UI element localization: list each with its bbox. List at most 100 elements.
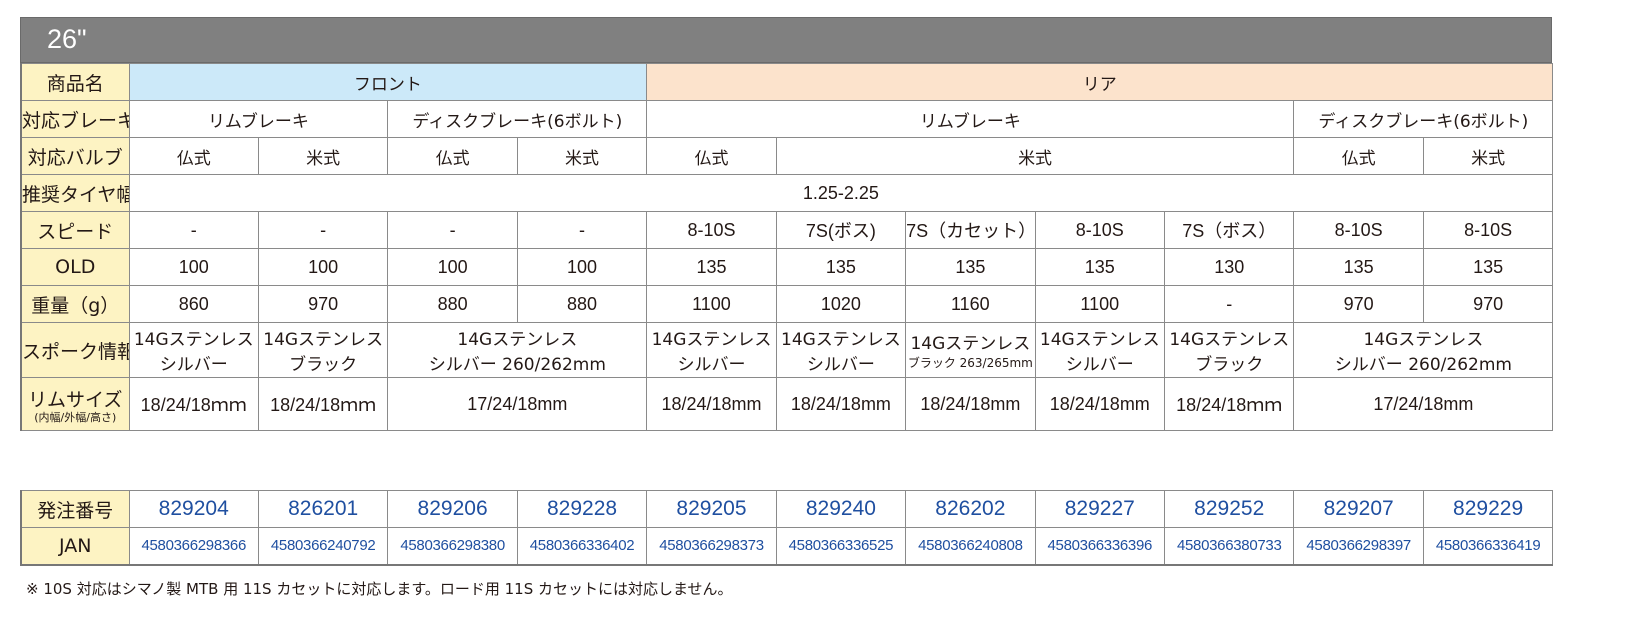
row-spoke: スポーク情報 14Gステンレス シルバー 14Gステンレス ブラック 14Gステンレ… [20,322,1554,378]
valve-cell: 仏式 [1293,137,1424,175]
label-rim-text: リムサイズ [28,388,123,411]
order-number: 829207 [1293,490,1424,528]
spec-table: 商品名 フロント リア 対応ブレーキ リムブレーキ ディスクブレーキ(6ボルト)… [20,63,1554,431]
valve-cell: 米式 [775,137,1295,175]
weight-cell: 970 [1293,285,1424,323]
valve-cell: 米式 [257,137,389,175]
rim-cell: 18/24/18mm [905,377,1036,431]
jan-code: 4580366298397 [1293,527,1424,565]
old-cell: 135 [905,248,1036,286]
weight-cell: 1100 [1034,285,1166,323]
speed-cell: - [387,211,518,249]
spoke-cell: 14Gステンレス シルバー [646,322,777,378]
label-valve: 対応バルブ [20,137,130,175]
order-number: 829227 [1034,490,1166,528]
jan-code: 4580366380733 [1163,527,1295,565]
rim-cell: 17/24/18mm [1293,377,1554,431]
old-cell: 135 [1422,248,1554,286]
order-table: 発注番号 829204 826201 829206 829228 829205 … [20,490,1554,566]
order-number: 826201 [257,490,389,528]
rim-cell: 18/24/18ｍｍ [128,377,259,431]
row-rim: リムサイズ (内幅/外幅/高さ) 18/24/18ｍｍ 18/24/18ｍｍ 17… [20,377,1554,431]
weight-cell: 860 [128,285,259,323]
label-rim: リムサイズ (内幅/外幅/高さ) [20,377,130,431]
label-order-number: 発注番号 [20,490,130,528]
valve-cell: 仏式 [128,137,259,175]
old-cell: 135 [1034,248,1166,286]
order-number: 826202 [905,490,1036,528]
rear-disc-brake: ディスクブレーキ(6ボルト) [1293,100,1554,138]
speed-cell: 7S(ボス) [775,211,907,249]
row-weight: 重量（g） 860 970 880 880 1100 1020 1160 110… [20,285,1554,323]
order-number: 829204 [128,490,259,528]
spoke-cell: 14Gステンレスブラック 263/265mm [905,322,1036,378]
speed-cell: 8-10S [1422,211,1554,249]
footnote: ※ 10S 対応はシマノ製 MTB 用 11S カセットに対応します。ロード用 … [26,580,733,598]
rim-cell: 17/24/18mm [387,377,648,431]
spoke-cell: 14Gステンレス ブラック [1163,322,1295,378]
rear-header: リア [646,63,1554,101]
spoke-cell: 14Gステンレス ブラック [257,322,389,378]
size-title: 26" [47,24,87,54]
tire-width: 1.25-2.25 [128,174,1554,212]
spoke-material: 14Gステンレス [1039,330,1160,350]
label-brake: 対応ブレーキ [20,100,130,138]
jan-code: 4580366336525 [775,527,907,565]
weight-cell: - [1163,285,1295,323]
speed-cell: 8-10S [1293,211,1424,249]
spoke-cell: 14Gステンレス シルバー [128,322,259,378]
row-brake: 対応ブレーキ リムブレーキ ディスクブレーキ(6ボルト) リムブレーキ ディスク… [20,100,1554,138]
rim-cell: 18/24/18ｍｍ [257,377,389,431]
label-jan: JAN [20,527,130,565]
order-number: 829252 [1163,490,1295,528]
jan-code: 4580366298366 [128,527,259,565]
spoke-material: 14Gステンレス [651,330,772,350]
jan-code: 4580366336419 [1422,527,1554,565]
rear-rim-brake: リムブレーキ [646,100,1295,138]
label-speed: スピード [20,211,130,249]
spoke-material: 14Gステンレス [457,330,578,350]
row-speed: スピード - - - - 8-10S 7S(ボス) 7S（カセット） 8-10S… [20,211,1554,249]
spoke-color: シルバー [1065,355,1134,375]
label-rim-sub: (内幅/外幅/高さ) [34,410,117,424]
speed-cell: - [257,211,389,249]
old-cell: 100 [257,248,389,286]
weight-cell: 880 [387,285,518,323]
spoke-color: ブラック 263/265mm [907,356,1033,370]
spoke-cell: 14Gステンレス シルバー [1034,322,1166,378]
spoke-material: 14Gステンレス [781,330,901,350]
weight-cell: 970 [257,285,389,323]
spoke-color: シルバー 260/262mm [1334,355,1512,375]
spoke-color: シルバー [677,355,746,375]
spoke-cell: 14Gステンレスシルバー 260/262mm [1293,322,1554,378]
spoke-color: シルバー [159,355,228,375]
rim-cell: 18/24/18ｍｍ [1163,377,1295,431]
order-number: 829205 [646,490,777,528]
weight-cell: 1160 [905,285,1036,323]
order-number: 829240 [775,490,907,528]
weight-cell: 1100 [646,285,777,323]
old-cell: 135 [1293,248,1424,286]
spoke-material: 14Gステンレス [133,330,254,350]
spoke-material: 14Gステンレス [910,334,1031,354]
row-tire: 推奨タイヤ幅 1.25-2.25 [20,174,1554,212]
size-title-bar: 26" [20,17,1552,63]
spoke-material: 14Gステンレス [1169,330,1290,350]
weight-cell: 880 [516,285,648,323]
row-jan: JAN 4580366298366 4580366240792 45803662… [20,527,1554,565]
spoke-color: シルバー 260/262mm [428,355,606,375]
old-cell: 135 [646,248,777,286]
valve-cell: 仏式 [387,137,518,175]
weight-cell: 970 [1422,285,1554,323]
spoke-color: ブラック [1195,355,1264,375]
spoke-material: 14Gステンレス [1363,330,1484,350]
speed-cell: - [516,211,648,249]
order-number: 829206 [387,490,518,528]
old-cell: 100 [516,248,648,286]
row-product: 商品名 フロント リア [20,63,1554,101]
spoke-material: 14Gステンレス [263,330,384,350]
label-spoke: スポーク情報 [20,322,130,378]
label-product: 商品名 [20,63,130,101]
jan-code: 4580366336396 [1034,527,1166,565]
valve-cell: 米式 [1422,137,1554,175]
